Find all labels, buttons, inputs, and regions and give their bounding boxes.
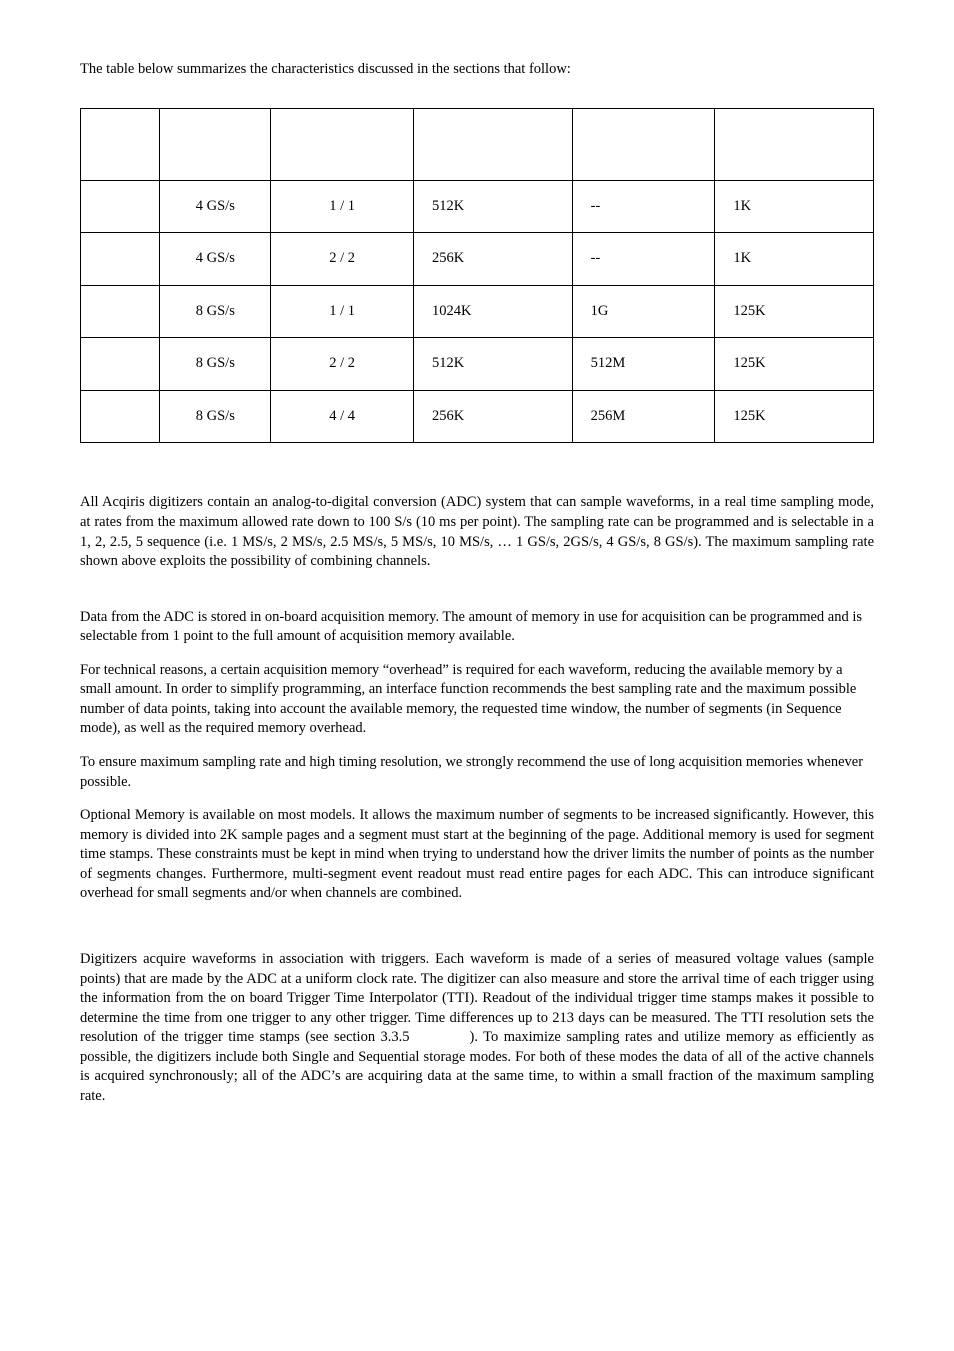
table-cell: 2 / 2	[271, 338, 414, 391]
table-cell	[81, 390, 160, 443]
table-row: 4 GS/s 1 / 1 512K -- 1K	[81, 180, 874, 233]
table-cell: 1K	[715, 233, 874, 286]
body-paragraph: Digitizers acquire waveforms in associat…	[80, 950, 874, 1107]
table-cell: 2 / 2	[271, 233, 414, 286]
table-cell: --	[572, 233, 715, 286]
table-cell: 125K	[715, 338, 874, 391]
table-cell: 1K	[715, 180, 874, 233]
table-cell: 4 GS/s	[160, 233, 271, 286]
table-cell: 512K	[414, 180, 573, 233]
table-cell: --	[572, 180, 715, 233]
table-cell: 8 GS/s	[160, 390, 271, 443]
table-row: 4 GS/s 2 / 2 256K -- 1K	[81, 233, 874, 286]
table-row: 8 GS/s 2 / 2 512K 512M 125K	[81, 338, 874, 391]
table-cell	[81, 180, 160, 233]
header-cell	[160, 108, 271, 180]
table-cell: 4 GS/s	[160, 180, 271, 233]
header-cell	[271, 108, 414, 180]
table-cell: 512M	[572, 338, 715, 391]
table-cell: 4 / 4	[271, 390, 414, 443]
table-cell	[81, 338, 160, 391]
table-cell: 1G	[572, 285, 715, 338]
table-header-row	[81, 108, 874, 180]
table-cell: 1 / 1	[271, 285, 414, 338]
table-cell	[81, 285, 160, 338]
header-cell	[414, 108, 573, 180]
table-cell: 125K	[715, 390, 874, 443]
table-row: 8 GS/s 4 / 4 256K 256M 125K	[81, 390, 874, 443]
body-paragraph: For technical reasons, a certain acquisi…	[80, 661, 874, 739]
header-cell	[715, 108, 874, 180]
table-row: 8 GS/s 1 / 1 1024K 1G 125K	[81, 285, 874, 338]
body-paragraph: Data from the ADC is stored in on-board …	[80, 608, 874, 647]
spacer	[80, 586, 874, 608]
table-cell: 256M	[572, 390, 715, 443]
body-paragraph: Optional Memory is available on most mod…	[80, 806, 874, 904]
intro-text: The table below summarizes the character…	[80, 60, 874, 80]
table-cell: 8 GS/s	[160, 338, 271, 391]
body-paragraph: To ensure maximum sampling rate and high…	[80, 753, 874, 792]
table-cell: 1 / 1	[271, 180, 414, 233]
body-paragraph: All Acqiris digitizers contain an analog…	[80, 493, 874, 571]
spacer	[80, 918, 874, 950]
table-cell: 8 GS/s	[160, 285, 271, 338]
table-cell: 256K	[414, 233, 573, 286]
table-cell: 512K	[414, 338, 573, 391]
table-cell: 256K	[414, 390, 573, 443]
table-cell	[81, 233, 160, 286]
header-cell	[572, 108, 715, 180]
header-cell	[81, 108, 160, 180]
table-cell: 1024K	[414, 285, 573, 338]
table-cell: 125K	[715, 285, 874, 338]
characteristics-table: 4 GS/s 1 / 1 512K -- 1K 4 GS/s 2 / 2 256…	[80, 108, 874, 444]
